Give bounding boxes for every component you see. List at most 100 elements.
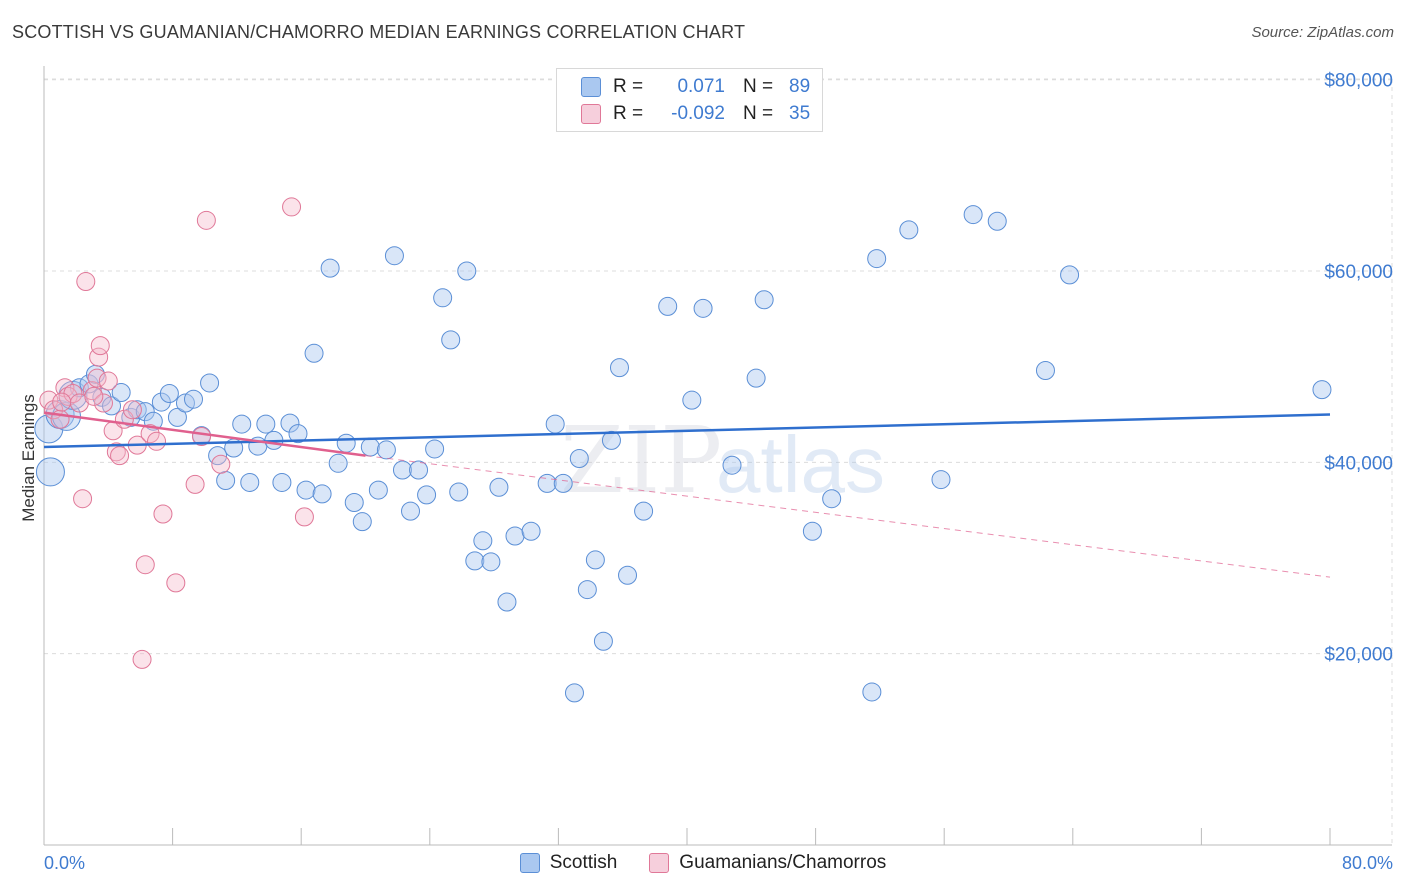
data-point-scottish [577, 580, 597, 600]
data-point-scottish [288, 424, 308, 444]
data-point-scottish [987, 211, 1007, 231]
data-point-guamanian [52, 392, 72, 412]
data-point-scottish [34, 414, 64, 444]
data-point-scottish [867, 249, 887, 269]
correlation-legend: R = 0.071 N = 89 R = -0.092 N = 35 [556, 68, 823, 132]
data-point-guamanian [106, 442, 126, 462]
data-point-guamanian [185, 474, 205, 494]
series-legend: Scottish Guamanians/Chamorros [0, 852, 1406, 874]
data-point-scottish [564, 683, 584, 703]
watermark-zip: ZIP [560, 407, 722, 514]
data-point-scottish [658, 296, 678, 316]
y-tick-labels: $20,000 $40,000 $60,000 $80,000 [1324, 71, 1393, 666]
data-point-scottish [722, 455, 742, 475]
data-point-scottish [384, 246, 404, 266]
x-tick-labels: 0.0% 80.0% [44, 853, 1393, 873]
data-point-scottish [127, 400, 147, 420]
data-point-scottish [537, 473, 557, 493]
data-point-guamanian [294, 507, 314, 527]
legend-r-label: R = [613, 103, 644, 124]
legend-label-guamanian: Guamanians/Chamorros [679, 852, 887, 873]
legend-label-scottish: Scottish [549, 852, 618, 873]
data-point-guamanian [135, 555, 155, 575]
x-tick-label: 80.0% [1342, 853, 1393, 873]
data-point-guamanian [147, 431, 167, 451]
legend-n-value: 35 [789, 103, 811, 124]
data-point-guamanian [87, 368, 107, 388]
data-point-scottish [296, 480, 316, 500]
data-point-scottish [465, 551, 485, 571]
data-point-scottish [497, 592, 517, 612]
watermark-atlas: atlas [716, 420, 885, 509]
data-point-scottish [489, 477, 509, 497]
data-point-guamanian [122, 400, 142, 420]
y-tick-label: $80,000 [1324, 71, 1393, 92]
data-point-scottish [167, 407, 187, 427]
data-point-scottish [802, 521, 822, 541]
data-point-scottish [320, 258, 340, 278]
data-point-guamanian [93, 393, 113, 413]
data-point-scottish [1060, 265, 1080, 285]
data-point-guamanian [132, 649, 152, 669]
chart-title: SCOTTISH VS GUAMANIAN/CHAMORRO MEDIAN EA… [12, 22, 746, 42]
data-point-scottish [409, 460, 429, 480]
data-point-scottish [746, 368, 766, 388]
data-point-scottish [240, 472, 260, 492]
data-point-scottish [304, 343, 324, 363]
data-point-scottish [618, 565, 638, 585]
data-point-guamanian [73, 489, 93, 509]
data-point-guamanian [140, 424, 160, 444]
y-tick-label: $40,000 [1324, 453, 1393, 474]
data-point-scottish [183, 389, 203, 409]
data-point-scottish [256, 414, 276, 434]
data-point-scottish [931, 470, 951, 490]
data-point-scottish [368, 480, 388, 500]
data-point-guamanian [166, 573, 186, 593]
legend-item-guamanian[interactable]: Guamanians/Chamorros [649, 852, 886, 874]
trend-line-guamanian-extension [365, 455, 1331, 578]
data-point-scottish [111, 383, 131, 403]
legend-swatch-blue [581, 77, 601, 97]
data-point-scottish [417, 485, 437, 505]
data-point-scottish [601, 430, 621, 450]
data-point-guamanian [282, 197, 302, 217]
data-point-scottish [693, 298, 713, 318]
data-point-guamanian [196, 210, 216, 230]
data-point-scottish [1312, 380, 1332, 400]
data-point-guamanian [153, 504, 173, 524]
data-point-scottish [634, 501, 654, 521]
data-point-scottish [159, 383, 179, 403]
data-point-scottish [344, 493, 364, 513]
data-point-scottish [272, 472, 292, 492]
data-point-guamanian [76, 272, 96, 292]
data-point-scottish [433, 288, 453, 308]
data-point-scottish [328, 453, 348, 473]
data-point-scottish [521, 521, 541, 541]
data-point-scottish [553, 473, 573, 493]
data-point-guamanian [110, 446, 130, 466]
data-point-scottish [441, 330, 461, 350]
data-point-scottish [593, 631, 613, 651]
data-point-scottish [376, 440, 396, 460]
source-label: Source: ZipAtlas.com [1251, 24, 1394, 41]
data-point-guamanian [90, 336, 110, 356]
trend-line-guamanian [43, 411, 366, 457]
data-point-scottish [280, 413, 300, 433]
legend-row-scottish: R = 0.071 N = 89 [581, 75, 810, 99]
data-point-scottish [899, 220, 919, 240]
data-point-scottish [360, 437, 380, 457]
data-point-scottish [1035, 361, 1055, 381]
y-tick-label: $60,000 [1324, 262, 1393, 283]
y-axis-label: Median Earnings [19, 394, 38, 522]
data-point-scottish [481, 552, 501, 572]
data-point-guamanian [98, 371, 118, 391]
data-point-scottish [609, 358, 629, 378]
data-point-scottish [545, 414, 565, 434]
legend-r-value: -0.092 [671, 103, 725, 124]
axes [43, 66, 1392, 846]
legend-item-scottish[interactable]: Scottish [519, 852, 618, 874]
data-point-scottish [449, 482, 469, 502]
data-point-guamanian [211, 454, 231, 474]
data-point-scottish [392, 460, 412, 480]
